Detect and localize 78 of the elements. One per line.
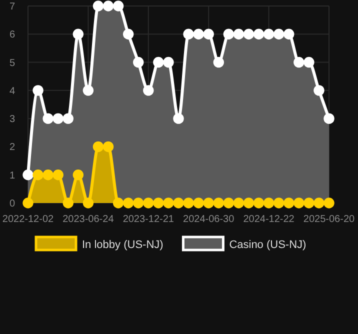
y-tick-label: 3 — [9, 114, 16, 126]
point — [284, 198, 294, 208]
x-tick-label: 2023-06-24 — [62, 214, 114, 225]
point — [253, 198, 264, 208]
x-tick-label: 2025-06-20 — [303, 214, 356, 225]
x-tick-label: 2024-06-30 — [183, 214, 235, 225]
point — [233, 28, 244, 40]
point — [263, 198, 274, 208]
point — [193, 28, 204, 40]
point — [273, 198, 284, 208]
point — [183, 198, 194, 208]
y-tick-label: 4 — [9, 86, 16, 97]
point — [304, 198, 314, 208]
point — [92, 0, 104, 12]
point — [82, 198, 94, 208]
point — [324, 198, 334, 208]
point — [223, 28, 234, 40]
point — [92, 141, 104, 152]
point — [243, 28, 254, 40]
point — [133, 198, 144, 208]
legend-label: Casino (US-NJ) — [229, 239, 306, 251]
point — [102, 141, 114, 152]
point — [233, 198, 244, 208]
point — [112, 0, 124, 12]
point — [324, 113, 334, 124]
point — [32, 85, 44, 96]
point — [102, 0, 114, 12]
point — [203, 28, 214, 40]
point — [72, 170, 84, 180]
point — [32, 170, 44, 180]
y-tick-label: 2 — [9, 142, 16, 154]
point — [223, 198, 234, 208]
point — [163, 56, 174, 68]
point — [273, 28, 284, 40]
y-tick-label: 0 — [9, 198, 16, 210]
point — [72, 28, 84, 40]
point — [122, 198, 134, 208]
point — [143, 85, 154, 96]
point — [213, 56, 224, 68]
point — [82, 85, 94, 96]
x-tick-label: 2022-12-02 — [2, 214, 54, 225]
point — [263, 28, 274, 40]
point — [314, 85, 324, 96]
legend-label: In lobby (US-NJ) — [82, 239, 164, 251]
point — [253, 28, 264, 40]
y-tick-label: 6 — [9, 30, 16, 41]
point — [42, 170, 54, 180]
point — [294, 56, 304, 68]
point — [112, 198, 124, 208]
point — [133, 56, 144, 68]
x-tick-label: 2024-12-22 — [243, 214, 295, 225]
y-tick-label: 1 — [9, 170, 16, 182]
point — [203, 198, 214, 208]
point — [143, 198, 154, 208]
point — [62, 198, 74, 208]
point — [193, 198, 204, 208]
point — [294, 198, 304, 208]
point — [173, 113, 184, 124]
point — [163, 198, 174, 208]
x-tick-label: 2023-12-21 — [122, 214, 174, 225]
point — [304, 56, 314, 68]
point — [52, 170, 64, 180]
point — [22, 198, 34, 208]
point — [243, 198, 254, 208]
point — [153, 198, 164, 208]
point — [122, 28, 134, 40]
point — [52, 113, 64, 124]
point — [183, 28, 194, 40]
point — [213, 198, 224, 208]
point — [284, 28, 294, 40]
point — [42, 113, 54, 124]
point — [173, 198, 184, 208]
point — [62, 113, 74, 124]
point — [153, 56, 164, 68]
point — [22, 170, 34, 180]
y-tick-label: 7 — [9, 2, 16, 12]
point — [314, 198, 324, 208]
y-tick-label: 5 — [9, 58, 16, 69]
